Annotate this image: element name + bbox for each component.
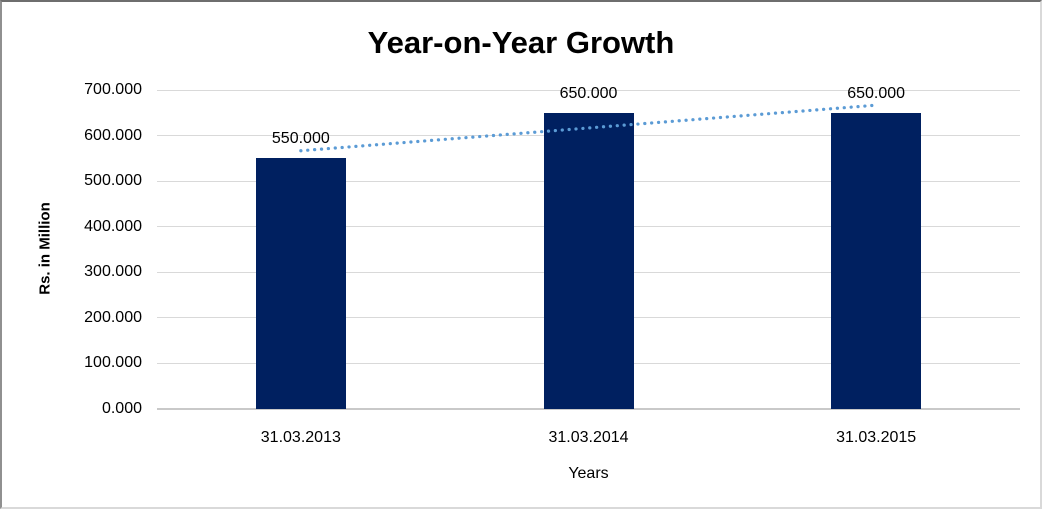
chart-title: Year-on-Year Growth xyxy=(367,25,675,60)
trendline xyxy=(299,103,878,153)
x-axis-title: Years xyxy=(568,465,609,482)
y-tick-label: 400.000 xyxy=(84,217,142,235)
y-tick-label: 500.000 xyxy=(84,172,142,190)
bar-value-label: 650.000 xyxy=(559,84,618,102)
x-tick-label: 31.03.2015 xyxy=(836,429,917,446)
x-axis-line xyxy=(157,408,1020,410)
bar-value-label: 550.000 xyxy=(271,130,330,148)
bar xyxy=(255,158,346,409)
y-tick-label: 0.000 xyxy=(101,400,142,417)
trendline-path xyxy=(299,103,878,153)
y-tick-label: 100.000 xyxy=(84,354,142,372)
bar xyxy=(831,112,922,409)
y-axis-title: Rs. in Million xyxy=(36,202,54,295)
bar-value-label: 650.000 xyxy=(847,84,906,102)
x-tick-label: 31.03.2013 xyxy=(260,429,341,446)
y-tick-label: 600.000 xyxy=(84,126,142,144)
gridline xyxy=(157,89,1020,91)
y-tick-label: 300.000 xyxy=(84,263,142,281)
y-tick-label: 700.000 xyxy=(84,81,142,98)
x-tick-label: 31.03.2014 xyxy=(548,429,629,446)
bar xyxy=(543,112,634,409)
y-tick-label: 200.000 xyxy=(84,308,142,326)
